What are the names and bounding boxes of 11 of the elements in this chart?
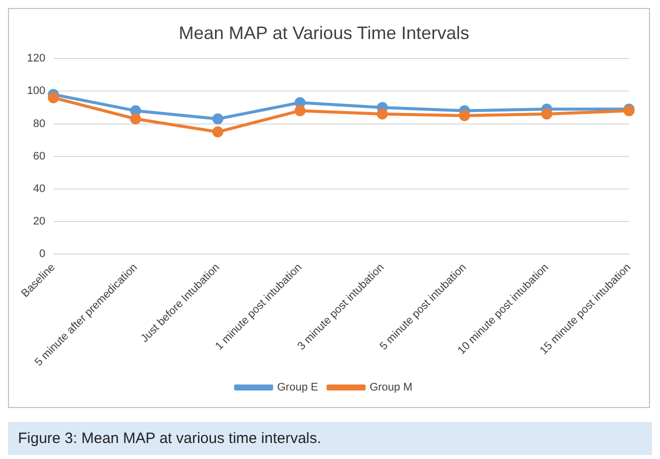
y-tick-label: 60	[33, 150, 46, 162]
legend-label: Group E	[277, 382, 318, 394]
y-tick-label: 100	[26, 85, 46, 98]
chart-title: Mean MAP at Various Time Intervals	[178, 22, 470, 43]
y-tick-label: 0	[39, 248, 46, 260]
legend-label: Group M	[370, 382, 412, 394]
y-tick-label: 80	[33, 118, 46, 130]
y-tick-label: 40	[33, 182, 46, 195]
y-tick-label: 120	[26, 52, 46, 65]
caption: Figure 3: Mean MAP at various time intervals.	[8, 422, 652, 455]
y-tick-label: 20	[33, 216, 46, 228]
